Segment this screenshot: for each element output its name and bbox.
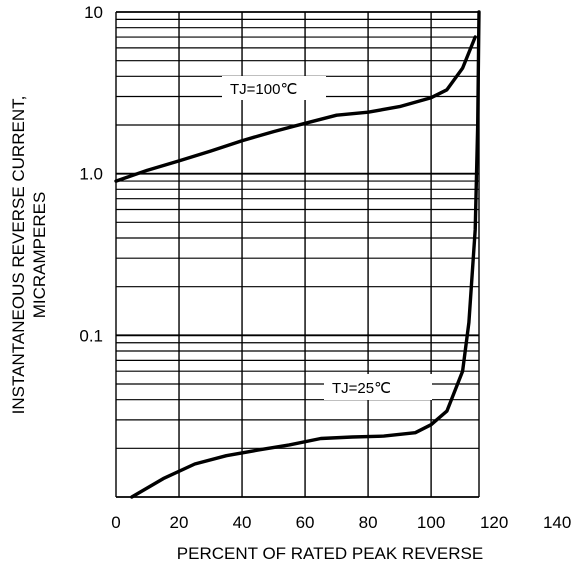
y-axis-title: INSTANTANEOUS REVERSE CURRENT, MICRAMPER…: [9, 96, 49, 415]
x-tick-label: 100: [417, 513, 445, 532]
annotation-100c: TJ=100℃: [222, 76, 326, 100]
x-tick-label: 60: [296, 513, 315, 532]
series-line-tj-100c: [116, 37, 475, 181]
x-tick-label: 0: [111, 513, 120, 532]
x-tick-label: 80: [359, 513, 378, 532]
x-axis-title: PERCENT OF RATED PEAK REVERSE: [177, 544, 483, 563]
x-tick-label: 20: [170, 513, 189, 532]
y-tick-label: 10: [84, 3, 103, 22]
annotation-25c-label: TJ=25℃: [332, 380, 391, 397]
annotation-100c-label: TJ=100℃: [230, 81, 297, 98]
annotation-25c: TJ=25℃: [324, 374, 432, 400]
y-axis-title-line-1: INSTANTANEOUS REVERSE CURRENT,: [9, 96, 28, 415]
y-axis-title-line-2: MICRAMPERES: [30, 192, 49, 319]
y-tick-label: 0.1: [79, 326, 103, 345]
x-tick-label: 40: [233, 513, 252, 532]
y-tick-label: 1.0: [79, 165, 103, 184]
x-tick-label: 140: [543, 513, 571, 532]
x-tick-label: 120: [480, 513, 508, 532]
